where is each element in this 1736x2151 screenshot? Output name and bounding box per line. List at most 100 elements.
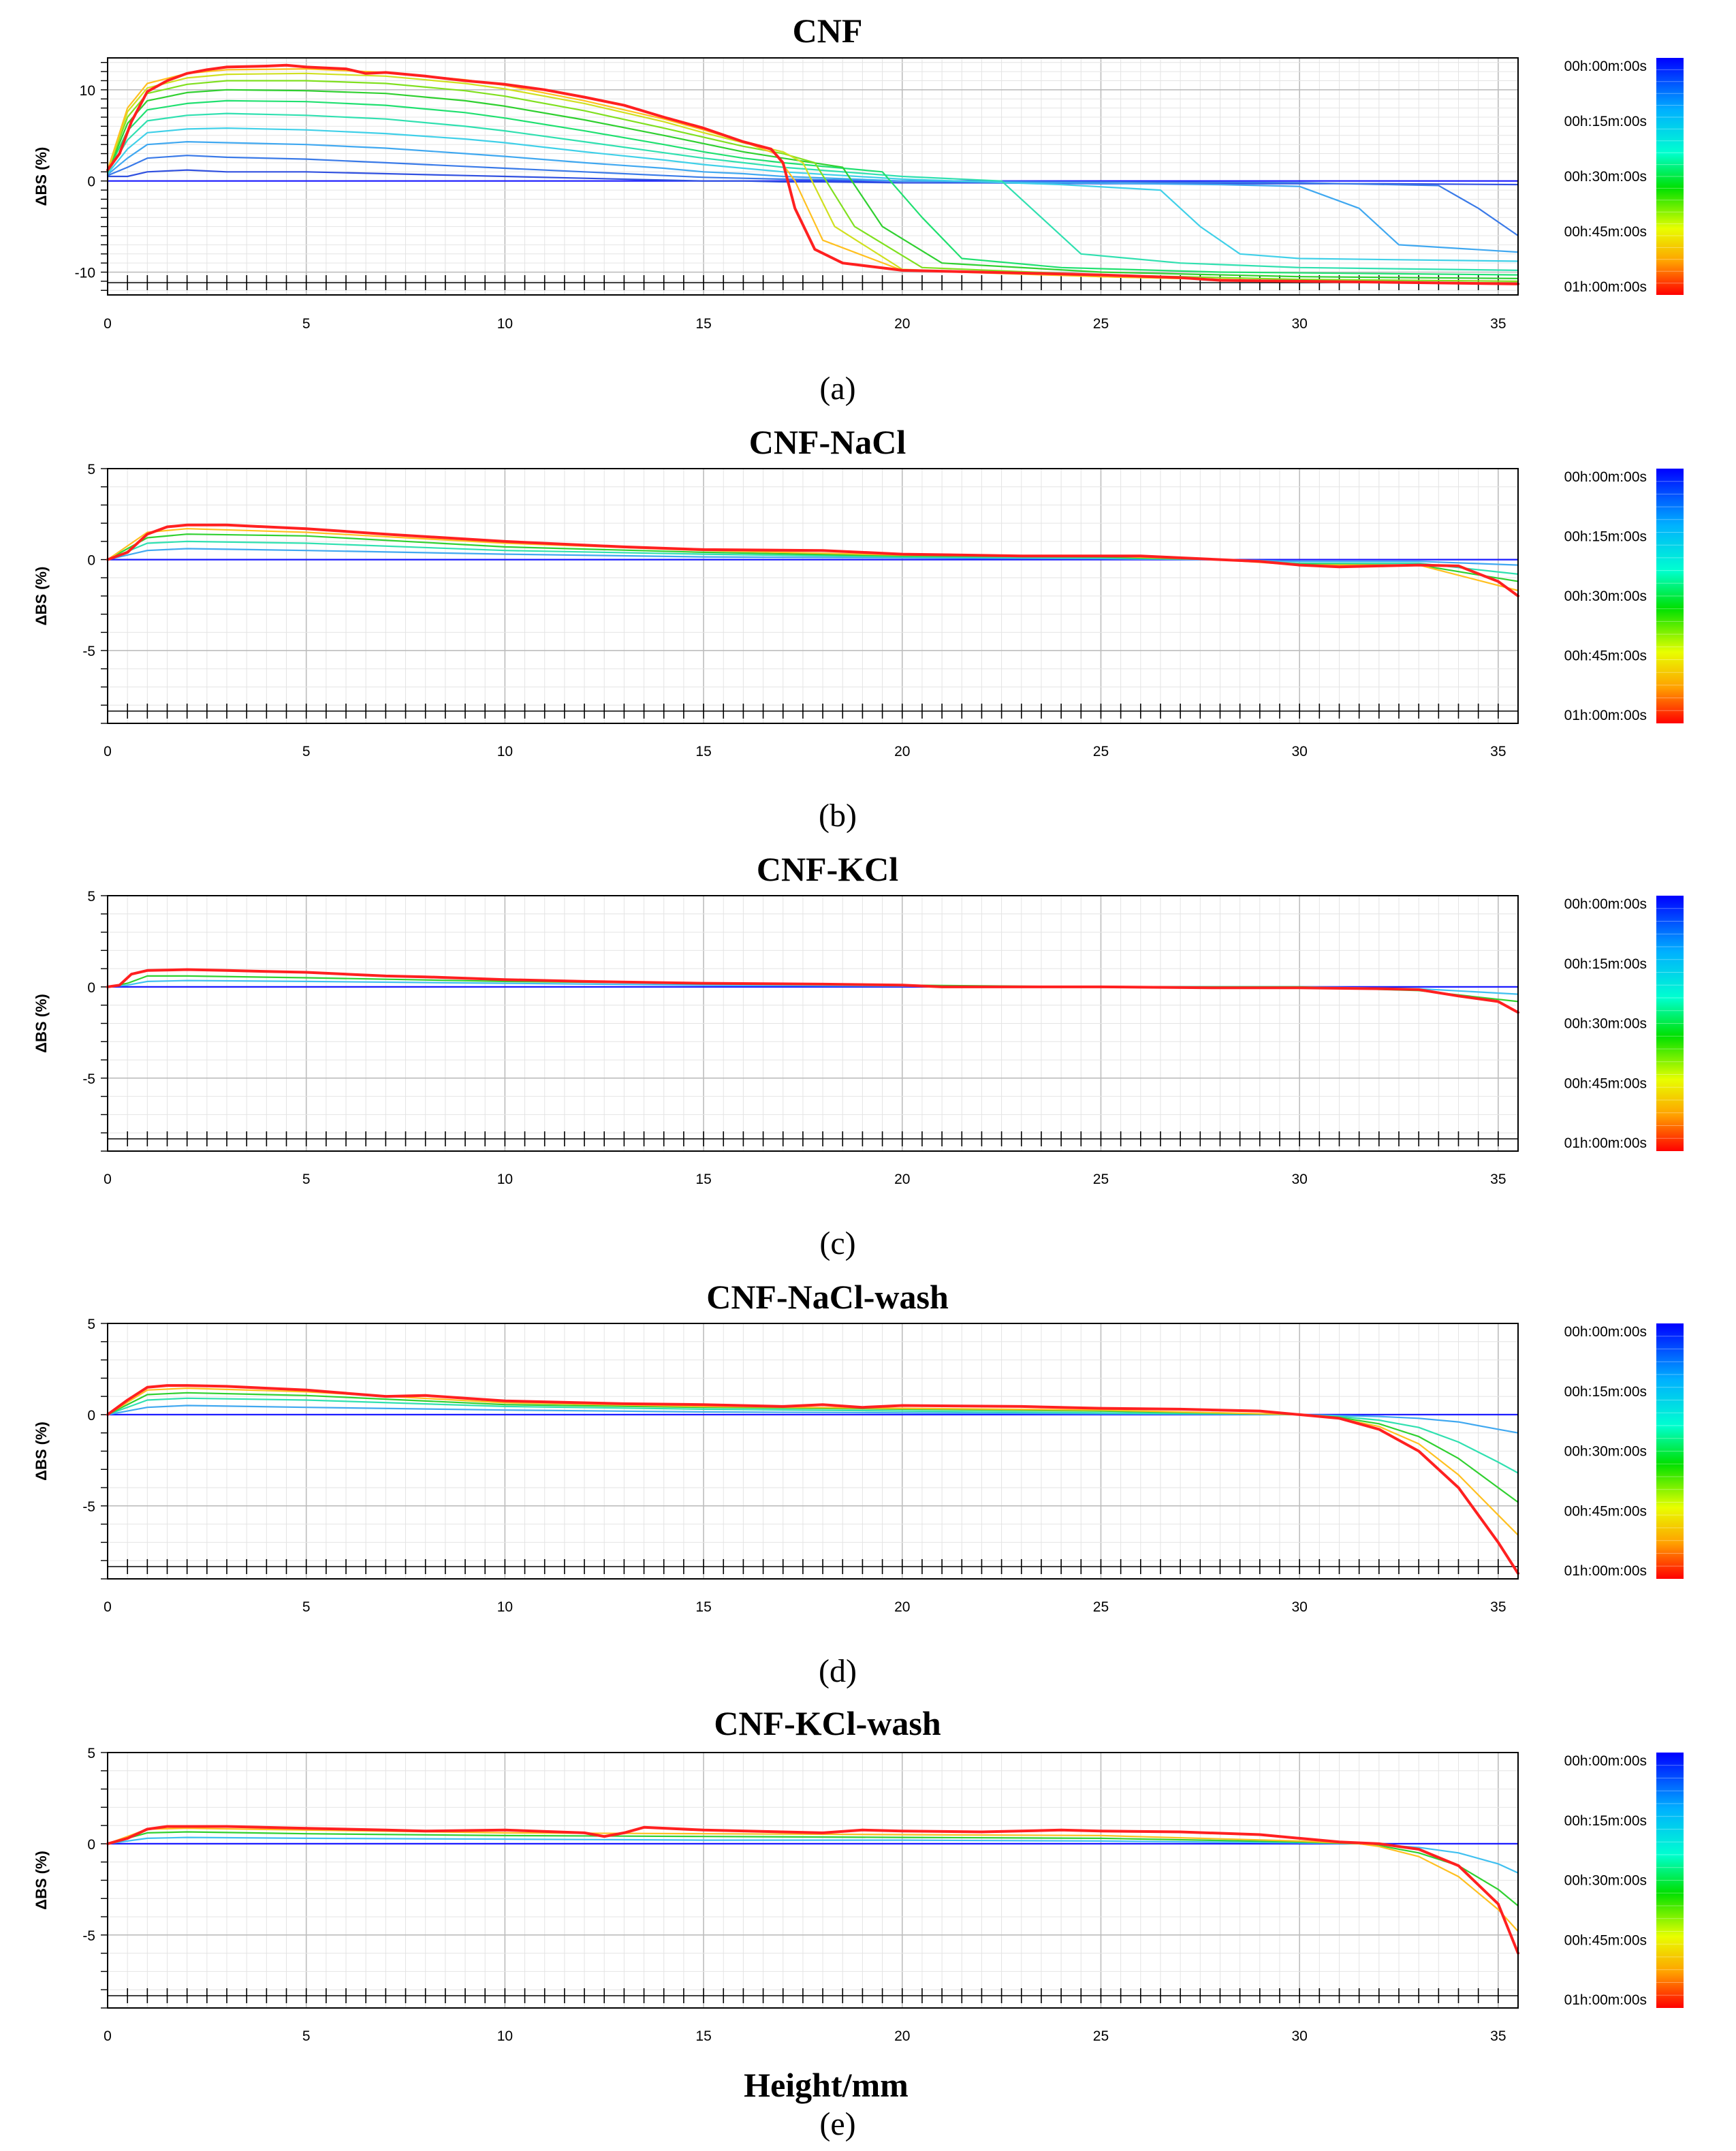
legend-label: 01h:00m:00s — [1564, 708, 1647, 723]
x-tick-label: 5 — [302, 2028, 311, 2044]
x-tick-label: 30 — [1291, 316, 1307, 332]
chart-panel-cnf: CNF -10 0 10 0 5 10 15 20 25 30 35 ΔBS (%) 00h:00m:00… — [33, 12, 1684, 407]
x-tick-label: 15 — [695, 744, 711, 759]
x-tick-label: 35 — [1490, 744, 1506, 759]
grid — [107, 468, 1519, 724]
series-line-00h-10m-00s — [106, 1404, 1519, 1434]
x-tick-label: 0 — [104, 1599, 112, 1615]
x-tick-label: 20 — [894, 2028, 910, 2044]
x-tick-label: 35 — [1490, 316, 1506, 332]
x-tick-label: 25 — [1093, 1172, 1109, 1187]
x-tick-label: 10 — [497, 744, 513, 759]
x-tick-marks — [107, 1988, 1519, 2003]
y-tick-label: 5 — [87, 462, 95, 477]
series-line-00h-45m-00s — [106, 72, 1519, 284]
y-axis-label: ΔBS (%) — [33, 1851, 50, 1910]
y-axis-label: ΔBS (%) — [33, 1422, 50, 1481]
panel-label: (b) — [819, 798, 857, 834]
x-tick-label: 0 — [104, 744, 112, 759]
chart-title: CNF-NaCl — [749, 423, 906, 461]
legend-label: 00h:00m:00s — [1564, 59, 1647, 74]
series-line-00h-35m-00s — [106, 89, 1519, 279]
plot-frame — [107, 1752, 1519, 2009]
series-line-00h-20m-00s — [106, 127, 1519, 262]
x-tick-label: 35 — [1490, 2028, 1506, 2044]
x-tick-label: 30 — [1291, 2028, 1307, 2044]
x-tick-label: 10 — [497, 1172, 513, 1187]
x-tick-label: 15 — [695, 1172, 711, 1187]
series-line-00h-45m-00s — [106, 1827, 1519, 1932]
y-axis-label: ΔBS (%) — [33, 994, 50, 1053]
chart-title: CNF — [793, 12, 863, 50]
legend-label: 01h:00m:00s — [1564, 279, 1647, 295]
series-line-00h-45m-00s — [106, 1387, 1519, 1536]
x-tick-label: 35 — [1490, 1599, 1506, 1615]
y-tick-marks — [101, 1323, 108, 1580]
chart-panel-cnf-nacl: CNF-NaCl -5 0 5 0 5 10 15 20 25 30 35 ΔBS (%) 00h:00m… — [33, 423, 1684, 834]
series-line-00h-20m-00s — [106, 1397, 1519, 1474]
legend-label: 00h:30m:00s — [1564, 588, 1647, 604]
y-tick-label: -5 — [82, 644, 95, 659]
y-axis-label: ΔBS (%) — [33, 567, 50, 626]
plot-frame — [107, 1323, 1519, 1580]
y-tick-label: 5 — [87, 1746, 95, 1761]
series-lines — [106, 523, 1519, 597]
series-lines — [106, 63, 1519, 285]
legend-label: 01h:00m:00s — [1564, 1135, 1647, 1151]
x-tick-label: 20 — [894, 1599, 910, 1615]
legend-colorbar — [1656, 58, 1684, 295]
x-tick-label: 0 — [104, 316, 112, 332]
legend-colorbar — [1656, 1753, 1684, 2008]
series-line-00h-40m-00s — [106, 80, 1519, 282]
chart-panel-cnf-kcl-wash: CNF-KCl-wash -5 0 5 0 5 10 15 20 25 30 35 ΔBS (%) 00h… — [33, 1704, 1684, 2142]
chart-title: CNF-KCl-wash — [714, 1704, 941, 1742]
x-tick-label: 30 — [1291, 1172, 1307, 1187]
y-tick-label: 5 — [87, 1317, 95, 1332]
legend-label: 00h:30m:00s — [1564, 1016, 1647, 1032]
y-tick-label: -5 — [82, 1928, 95, 1944]
y-tick-label: 0 — [87, 1837, 95, 1853]
y-tick-marks — [101, 895, 108, 1152]
x-axis-label: Height/mm — [744, 2066, 909, 2104]
grid — [107, 58, 1519, 295]
x-tick-label: 10 — [497, 1599, 513, 1615]
x-tick-label: 15 — [695, 1599, 711, 1615]
series-line-00h-20m-00s — [106, 540, 1519, 576]
chart-panel-cnf-kcl: CNF-KCl -5 0 5 0 5 10 15 20 25 30 35 ΔBS (%) 00h:00m:… — [33, 850, 1684, 1261]
series-line-00h-30m-00s — [106, 99, 1519, 276]
plot-frame — [107, 468, 1519, 724]
panel-label: (e) — [819, 2106, 855, 2142]
x-tick-label: 25 — [1093, 1599, 1109, 1615]
series-line-01h-00m-00s — [106, 1825, 1519, 1955]
plot-area — [108, 58, 1518, 295]
legend-label: 01h:00m:00s — [1564, 1992, 1647, 2008]
legend-label: 00h:15m:00s — [1564, 956, 1647, 972]
series-line-01h-00m-00s — [106, 63, 1519, 285]
y-tick-label: 0 — [87, 1408, 95, 1424]
legend-label: 01h:00m:00s — [1564, 1563, 1647, 1579]
plot-frame — [107, 57, 1519, 296]
x-tick-label: 30 — [1291, 1599, 1307, 1615]
legend-label: 00h:45m:00s — [1564, 1076, 1647, 1091]
series-lines — [106, 1825, 1519, 1955]
legend-label: 00h:15m:00s — [1564, 114, 1647, 129]
x-tick-label: 0 — [104, 1172, 112, 1187]
legend-label: 00h:00m:00s — [1564, 896, 1647, 912]
y-tick-label: 5 — [87, 889, 95, 905]
x-tick-label: 0 — [104, 2028, 112, 2044]
legend-label: 00h:45m:00s — [1564, 224, 1647, 240]
chart-title: CNF-NaCl-wash — [706, 1278, 949, 1316]
x-tick-label: 20 — [894, 316, 910, 332]
x-tick-label: 25 — [1093, 2028, 1109, 2044]
x-tick-label: 20 — [894, 744, 910, 759]
legend-colorbar — [1656, 896, 1684, 1151]
series-line-00h-15m-00s — [106, 141, 1519, 253]
x-tick-label: 25 — [1093, 744, 1109, 759]
x-tick-label: 5 — [302, 1599, 311, 1615]
x-tick-label: 15 — [695, 2028, 711, 2044]
y-tick-label: -5 — [82, 1071, 95, 1087]
legend-label: 00h:00m:00s — [1564, 469, 1647, 485]
x-tick-label: 35 — [1490, 1172, 1506, 1187]
series-line-00h-25m-00s — [106, 112, 1519, 271]
x-tick-label: 10 — [497, 2028, 513, 2044]
